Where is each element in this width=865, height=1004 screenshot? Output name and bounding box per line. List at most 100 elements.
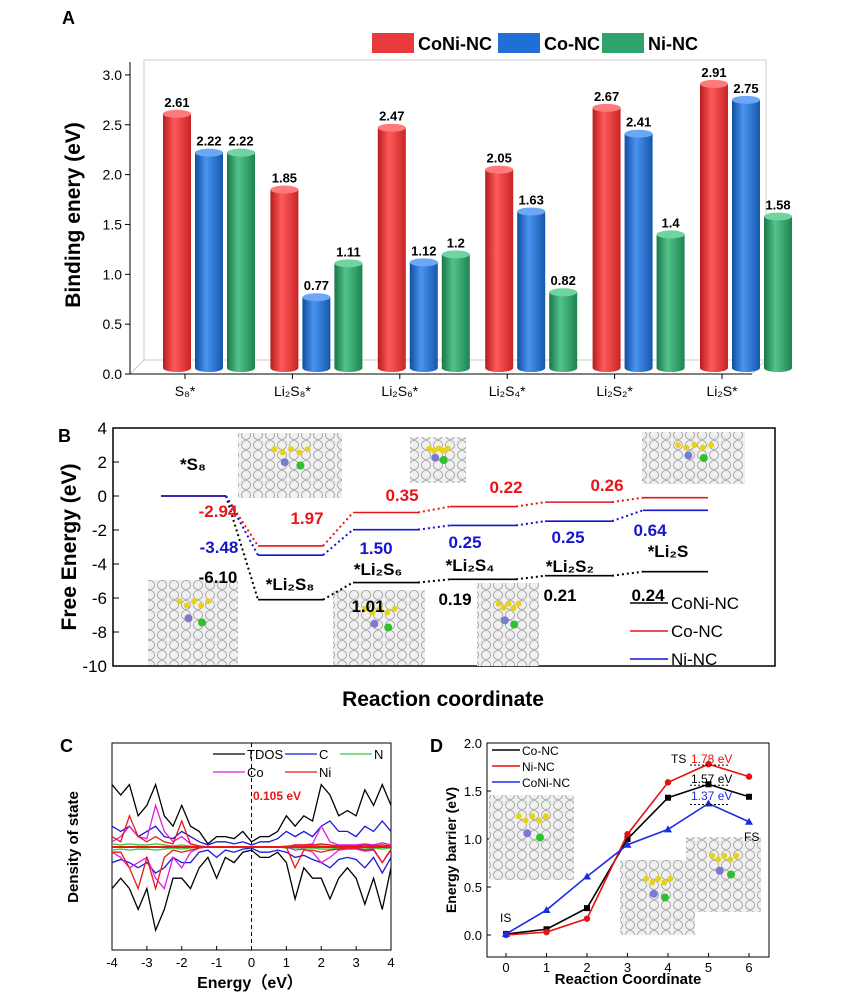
sulfur-atom-icon [495, 600, 502, 607]
step-label: 1.97 [290, 509, 323, 528]
step-label: 1.01 [351, 597, 384, 616]
legend-label: TDOS [247, 747, 283, 762]
sulfur-atom-icon [505, 600, 512, 607]
bar-top [700, 79, 728, 88]
ts-energy-coni-nc: 1.37 eV [691, 789, 732, 803]
data-point [624, 836, 631, 842]
sulfur-atom-icon [708, 442, 715, 448]
data-point [584, 905, 590, 912]
ts-energy-ni-nc: 1.78 eV [691, 752, 732, 766]
sulfur-atom-icon [661, 879, 668, 886]
y-tick-label: 1.0 [103, 266, 123, 282]
legend-label: C [319, 747, 328, 762]
ni-atom-icon [510, 620, 519, 629]
y-tick-label: 0 [98, 487, 107, 506]
y-tick-label: 0.5 [464, 880, 482, 895]
sulfur-atom-icon [655, 875, 662, 882]
data-point [705, 781, 712, 788]
dos-curve-c [111, 819, 392, 846]
bar-top [485, 165, 514, 174]
data-point [543, 928, 550, 936]
structure-image-lattice [333, 590, 425, 665]
bar-coni-nc [700, 83, 728, 369]
bar-base [485, 364, 514, 372]
sulfur-atom-icon [384, 609, 391, 616]
fs-label: FS [744, 830, 759, 844]
bar-co-nc [409, 262, 438, 368]
panel-label-b: B [58, 426, 71, 446]
ts-energy-co-nc: 1.57 eV [691, 772, 732, 786]
bar-co-nc [302, 297, 331, 368]
x-tick-label: 1 [283, 955, 290, 970]
data-label: 0.77 [304, 278, 329, 293]
panel-label-c: C [60, 736, 73, 756]
y-tick-label: 2.0 [464, 736, 482, 751]
ni-atom-icon [536, 833, 544, 842]
data-point [623, 840, 632, 848]
connector [515, 520, 546, 527]
connector [322, 511, 354, 547]
step-label: 0.19 [438, 590, 471, 609]
y-tick-label: -6 [92, 589, 107, 608]
bar-base [624, 364, 653, 372]
x-tick-label: 2 [318, 955, 325, 970]
sulfur-atom-icon [500, 604, 507, 611]
bar-base [334, 364, 363, 372]
step-label: 0.24 [631, 586, 665, 605]
step-label: 1.50 [359, 539, 392, 558]
data-label: 1.4 [662, 215, 681, 230]
sulfur-atom-icon [515, 813, 522, 820]
data-point [745, 773, 753, 780]
bar-co-nc [624, 133, 653, 368]
connector [322, 581, 354, 601]
bar-base [700, 364, 728, 372]
panel-d-energy-barrier-chart: 0.0 0.5 1.0 1.5 2.0 0 1 2 3 4 5 6 Reaction Coordinat… [443, 736, 770, 988]
sulfur-atom-icon [288, 446, 295, 453]
bar-base [270, 364, 299, 372]
sulfur-atom-icon [440, 447, 447, 454]
data-label: 2.05 [487, 151, 512, 166]
data-point [542, 906, 551, 914]
connector [611, 570, 644, 577]
data-label: 2.61 [164, 95, 189, 110]
bar-coni-nc [485, 169, 514, 368]
data-label: 1.85 [272, 171, 297, 186]
sulfur-atom-icon [667, 875, 674, 882]
data-point [664, 825, 672, 833]
bar-ni-nc [441, 254, 470, 368]
y-tick-label: 0.5 [103, 316, 123, 332]
sulfur-atom-icon [176, 598, 183, 605]
data-label: 2.75 [733, 81, 758, 96]
co-atom-icon [500, 616, 509, 625]
connector [322, 528, 354, 556]
data-label: 2.67 [594, 89, 619, 104]
sulfur-atom-icon [643, 875, 650, 882]
bar-base [163, 364, 191, 372]
legend-label: Co [247, 765, 264, 780]
bar-co-nc [732, 99, 760, 368]
sulfur-atom-icon [691, 442, 698, 448]
x-tick-label: 3 [624, 960, 631, 975]
data-label: 2.22 [196, 134, 221, 149]
legend-label: Co-NC [544, 34, 600, 54]
bar-co-nc [195, 152, 223, 368]
sulfur-atom-icon [279, 449, 286, 456]
bar-top [624, 129, 653, 138]
species-label: *Li₂S₄ [446, 556, 495, 575]
x-tick-label: 0 [248, 955, 255, 970]
x-tick-label: Li₂S* [706, 383, 738, 399]
bar-base [302, 364, 331, 372]
sulfur-atom-icon [721, 852, 728, 859]
bar-top [163, 109, 191, 118]
sulfur-atom-icon [376, 605, 383, 612]
sulfur-atom-icon [369, 609, 376, 616]
bar-coni-nc [270, 189, 299, 368]
data-point [624, 831, 631, 838]
connector [515, 574, 546, 581]
legend-label: Ni-NC [522, 760, 555, 774]
sulfur-atom-icon [733, 852, 740, 859]
species-label: *S₈ [180, 455, 206, 474]
connector [417, 578, 451, 584]
legend-label: Co-NC [522, 744, 559, 758]
